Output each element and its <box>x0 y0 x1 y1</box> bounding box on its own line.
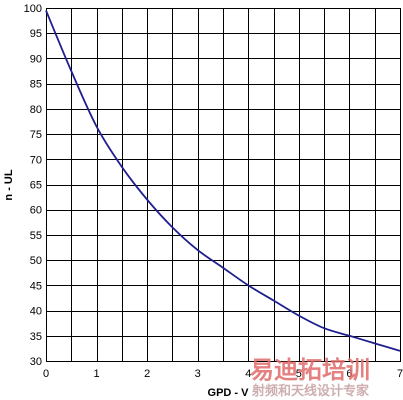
x-tick-label: 1 <box>94 368 100 380</box>
x-tick-label: 0 <box>43 368 49 380</box>
x-tick-label: 6 <box>346 368 352 380</box>
x-tick-label: 2 <box>144 368 150 380</box>
x-tick-label: 3 <box>195 368 201 380</box>
y-tick-label: 30 <box>30 356 42 368</box>
grid <box>46 8 401 362</box>
y-tick-label: 65 <box>30 180 42 192</box>
y-tick-label: 35 <box>30 331 42 343</box>
y-tick-label: 100 <box>24 3 42 15</box>
watermark: 易迪拓培训 射频和天线设计专家 <box>250 356 370 399</box>
plot-frame <box>46 8 401 362</box>
y-tick-label: 45 <box>30 280 42 292</box>
y-axis-ticks: 30 35 40 45 50 55 60 65 70 75 80 85 90 95 100 <box>24 3 42 368</box>
x-axis-ticks: 0 1 2 3 4 5 6 7 <box>43 368 403 380</box>
x-tick-label: 5 <box>296 368 302 380</box>
y-tick-label: 40 <box>30 306 42 318</box>
series-line <box>45 10 401 352</box>
y-tick-label: 60 <box>30 205 42 217</box>
y-tick-label: 55 <box>30 230 42 242</box>
y-tick-label: 85 <box>30 79 42 91</box>
x-tick-label: 4 <box>245 368 251 380</box>
y-axis-title: n - UL <box>3 169 15 200</box>
series <box>45 10 401 352</box>
x-tick-label: 7 <box>397 368 403 380</box>
x-axis-title: GPD - V <box>208 387 250 399</box>
y-tick-label: 80 <box>30 104 42 116</box>
y-tick-label: 75 <box>30 129 42 141</box>
y-tick-label: 50 <box>30 255 42 267</box>
watermark-main: 易迪拓培训 <box>250 356 370 384</box>
watermark-sub: 射频和天线设计专家 <box>251 383 370 399</box>
y-tick-label: 90 <box>30 53 42 65</box>
y-tick-label: 95 <box>30 28 42 40</box>
y-tick-label: 70 <box>30 154 42 166</box>
